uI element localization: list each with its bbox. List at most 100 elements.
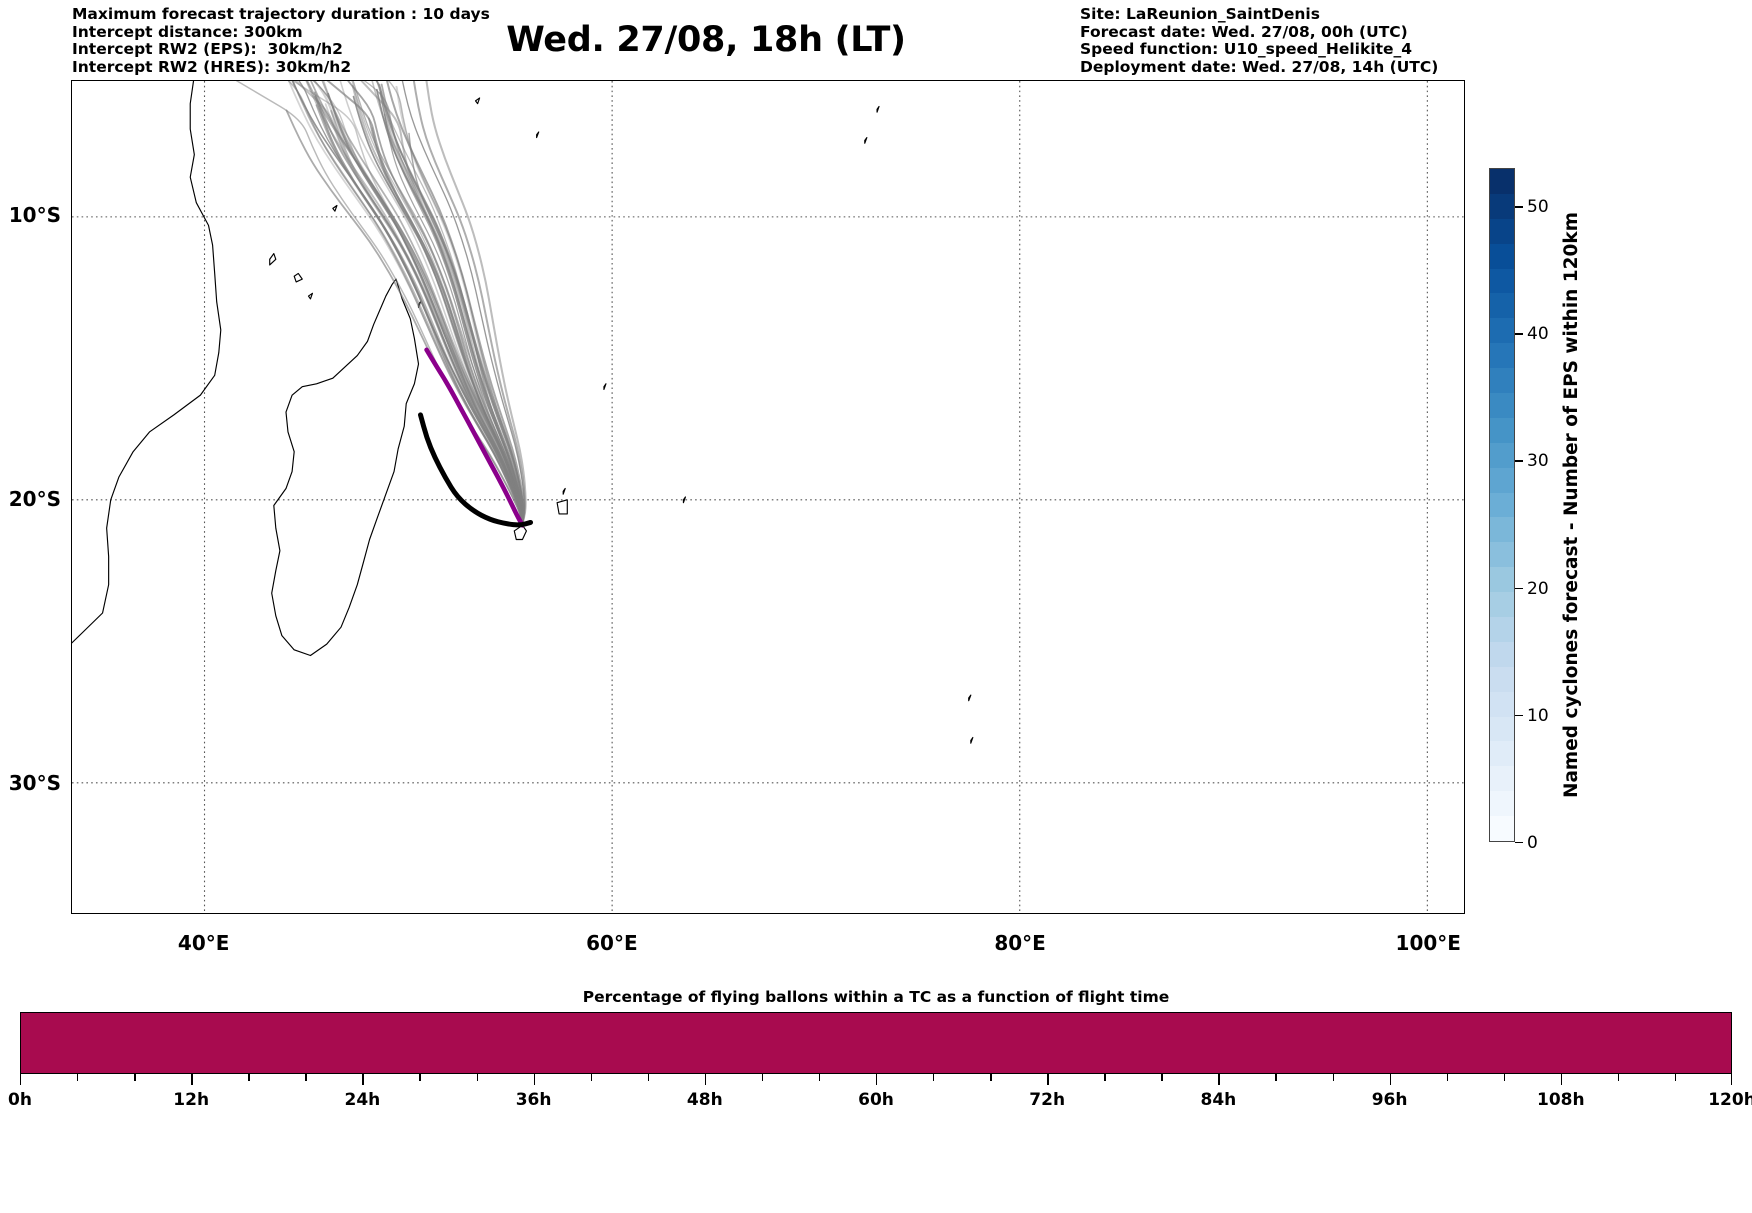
colorbar-step <box>1490 417 1514 443</box>
coastline-path <box>562 487 566 495</box>
eps-trajectory-line <box>235 81 524 525</box>
colorbar-step <box>1490 442 1514 468</box>
longitude-label-80°E: 80°E <box>994 931 1046 955</box>
coastline-path <box>513 524 528 541</box>
colorbar-tick-label: 50 <box>1527 197 1549 218</box>
axis-minor-tick <box>476 1074 478 1081</box>
latitude-label-20°S: 20°S <box>8 486 61 511</box>
header-right-line-0: Site: LaReunion_SaintDenis <box>1080 5 1320 23</box>
coastline-path <box>72 81 222 644</box>
axis-minor-tick <box>1617 1074 1620 1081</box>
flight-time-tick-label: 12h <box>173 1090 210 1110</box>
colorbar-step <box>1490 293 1514 319</box>
eps-trajectory-line <box>287 81 524 525</box>
eps-trajectory-line <box>312 81 524 525</box>
flight-time-tick-label: 24h <box>344 1090 381 1110</box>
header-left-line-0: Maximum forecast trajectory duration : 1… <box>72 5 490 23</box>
axis-major-tick <box>20 1074 22 1085</box>
colorbar-step <box>1490 243 1514 269</box>
axis-minor-tick <box>1674 1074 1677 1081</box>
colorbar-title: Named cyclones forecast - Number of EPS … <box>1556 168 1586 842</box>
map-gridlines <box>72 81 1464 913</box>
latitude-label-30°S: 30°S <box>8 770 61 795</box>
header-right-line-1: Forecast date: Wed. 27/08, 00h (UTC) <box>1080 22 1408 41</box>
coastline-path <box>293 272 303 283</box>
axis-major-tick <box>1560 1074 1563 1085</box>
axis-minor-tick <box>761 1074 764 1081</box>
flight-time-tick-label: 84h <box>1200 1090 1237 1110</box>
flight-time-tick-label: 120h <box>1708 1090 1752 1110</box>
colorbar-tick-label: 10 <box>1527 705 1549 726</box>
axis-minor-tick <box>647 1074 650 1081</box>
map-canvas <box>72 81 1464 913</box>
axis-major-tick <box>1389 1074 1391 1085</box>
map-panel[interactable]: No InterceptionInterception from Named c… <box>71 80 1465 914</box>
colorbar-tick-label: 0 <box>1527 833 1538 853</box>
coastline-path <box>864 136 868 144</box>
percentage-bar-fill <box>21 1013 1731 1073</box>
colorbar-step <box>1490 168 1514 194</box>
colorbar-step <box>1490 193 1514 219</box>
figure-title: Wed. 27/08, 18h (LT) <box>506 20 906 60</box>
colorbar-step <box>1490 368 1514 393</box>
eps-trajectory-line <box>352 81 524 525</box>
flight-time-tick-label: 96h <box>1371 1090 1408 1110</box>
flight-time-tick-label: 48h <box>686 1090 723 1110</box>
header-right-line-3: Deployment date: Wed. 27/08, 14h (UTC) <box>1080 57 1439 76</box>
colorbar-gradient <box>1489 168 1515 842</box>
colorbar-step <box>1490 542 1514 568</box>
axis-major-tick <box>1218 1074 1220 1085</box>
colorbar-tick <box>1515 842 1523 844</box>
eps-trajectory-line <box>412 81 526 525</box>
colorbar-step <box>1490 392 1514 418</box>
axis-minor-tick <box>1275 1074 1277 1081</box>
longitude-label-100°E: 100°E <box>1395 931 1461 955</box>
colorbar-tick-label: 20 <box>1527 578 1549 599</box>
coastline-path <box>968 694 972 702</box>
header-left-line-3: Intercept RW2 (HRES): 30km/h2 <box>72 57 352 76</box>
colorbar-step <box>1490 716 1514 742</box>
colorbar-step <box>1490 467 1514 493</box>
header-left-line-1: Intercept distance: 300km <box>72 22 303 41</box>
coastline-path <box>332 204 338 212</box>
coastline-path <box>603 383 607 391</box>
coastline-path <box>682 496 686 504</box>
colorbar-step <box>1490 268 1514 294</box>
percentage-bar-panel <box>20 1012 1732 1074</box>
eps-trajectory-line <box>347 81 524 525</box>
colorbar-step <box>1490 691 1514 717</box>
latitude-label-10°S: 10°S <box>8 203 61 228</box>
axis-minor-tick <box>590 1074 593 1081</box>
coastline-path <box>307 292 314 300</box>
colorbar-step <box>1490 567 1514 593</box>
axis-minor-tick <box>1446 1074 1449 1081</box>
longitude-label-60°E: 60°E <box>586 931 638 955</box>
colorbar-step <box>1490 766 1514 792</box>
colorbar-step <box>1490 816 1514 841</box>
axis-major-tick <box>704 1074 707 1085</box>
coastline-path <box>271 278 420 657</box>
hres-trajectory <box>424 347 525 528</box>
percentage-bar-title: Percentage of flying ballons within a TC… <box>582 988 1170 1006</box>
colorbar-step <box>1490 666 1514 692</box>
axis-minor-tick <box>305 1074 307 1081</box>
coastline-path <box>536 131 540 139</box>
eps-trajectory-line <box>425 81 527 525</box>
colorbar-step <box>1490 218 1514 244</box>
axis-minor-tick <box>818 1074 821 1081</box>
colorbar-step <box>1490 616 1514 642</box>
header-left-block: Maximum forecast trajectory duration : 1… <box>72 5 490 76</box>
coastlines <box>72 81 974 744</box>
flight-time-tick-label: 108h <box>1537 1090 1585 1110</box>
eps-trajectory-line <box>384 113 524 525</box>
eps-trajectory-line <box>298 81 524 525</box>
axis-major-tick <box>1047 1074 1049 1085</box>
axis-minor-tick <box>1104 1074 1106 1081</box>
axis-minor-tick <box>933 1074 935 1081</box>
axis-minor-tick <box>77 1074 79 1081</box>
flight-time-tick-label: 36h <box>515 1090 552 1110</box>
colorbar-tick <box>1515 714 1523 717</box>
eps-trajectory-line <box>401 81 526 525</box>
coastline-path <box>876 105 880 113</box>
percentage-bar-axis <box>20 1074 1732 1086</box>
